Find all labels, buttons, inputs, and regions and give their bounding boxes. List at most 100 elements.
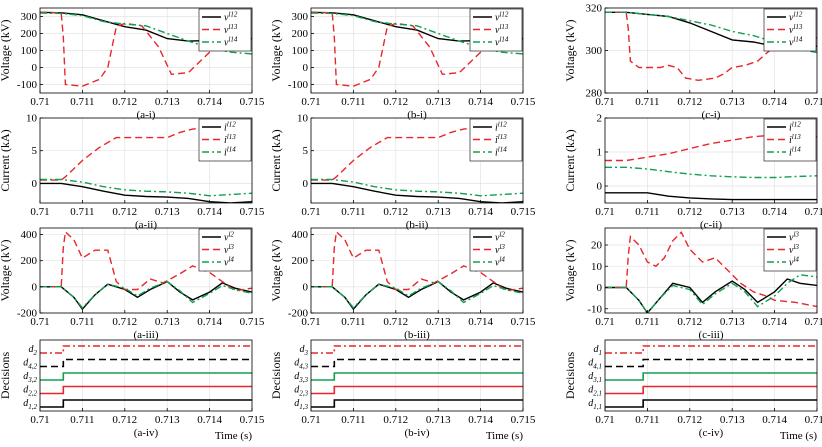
- decision-line-4: [605, 399, 817, 408]
- decision-label: d4,2: [23, 358, 37, 371]
- series-line-2: [40, 178, 252, 197]
- y-axis-label: Voltage (kV): [0, 239, 12, 301]
- x-tick-label: 0.715: [805, 316, 822, 328]
- x-tick-label: 0.715: [240, 96, 265, 108]
- x-tick-label: 0.715: [240, 316, 265, 328]
- x-tick-label: 0.713: [426, 96, 451, 108]
- series-line-1: [40, 123, 252, 181]
- x-tick-label: 0.713: [720, 414, 745, 426]
- legend-label: il14: [789, 146, 801, 159]
- x-tick-label: 0.711: [70, 206, 94, 218]
- legend-label: il13: [224, 133, 236, 146]
- y-tick-label: 0: [597, 282, 603, 294]
- decision-label: d3: [300, 344, 309, 357]
- subplot-caption: (a-ii): [135, 219, 157, 231]
- x-tick-label: 0.714: [762, 316, 787, 328]
- x-tick-label: 0.711: [341, 96, 365, 108]
- x-tick-label: 0.712: [677, 96, 702, 108]
- x-tick-label: 0.714: [468, 96, 493, 108]
- y-tick-label: -200: [288, 308, 309, 320]
- x-tick-label: 0.711: [70, 316, 94, 328]
- y-axis-label: Decisions: [0, 352, 12, 400]
- x-tick-label: 0.714: [762, 206, 787, 218]
- x-tick-label: 0.711: [635, 316, 659, 328]
- subplot-caption: (c-i): [702, 109, 721, 121]
- decision-label: d2,3: [294, 385, 308, 398]
- x-tick-label: 0.713: [426, 414, 451, 426]
- axes-frame: [310, 339, 524, 412]
- x-tick-label: 0.71: [301, 414, 320, 426]
- x-tick-label: 0.711: [341, 414, 365, 426]
- y-tick-label: -200: [17, 308, 38, 320]
- series-line-1: [40, 230, 252, 292]
- x-tick-label: 0.715: [805, 414, 822, 426]
- x-tick-label: 0.715: [511, 96, 536, 108]
- y-tick-label: 10: [26, 113, 38, 125]
- legend-label: vl13: [224, 23, 238, 36]
- x-tick-label: 0.712: [383, 206, 408, 218]
- legend-label: vl14: [495, 36, 509, 49]
- decision-label: d1,3: [294, 398, 308, 411]
- x-tick-label: 0.714: [197, 96, 222, 108]
- decision-line-1: [40, 358, 252, 368]
- y-tick-label: 2: [597, 113, 603, 125]
- decision-label: d4,1: [588, 358, 602, 371]
- decision-label: d2: [29, 344, 38, 357]
- series-line-0: [605, 192, 817, 201]
- decision-line-3: [40, 385, 252, 395]
- decision-line-1: [311, 358, 523, 368]
- axes-frame: [39, 227, 253, 314]
- y-axis-label: Current (kA): [563, 129, 577, 191]
- subplot-caption: (b-i): [407, 109, 427, 121]
- series-line-1: [311, 11, 523, 87]
- legend-label: vl12: [789, 11, 803, 24]
- subplot-caption: (c-iv): [699, 427, 724, 439]
- y-tick-label: 200: [292, 255, 309, 267]
- legend-box: [763, 8, 817, 52]
- decision-label: d1,2: [23, 398, 37, 411]
- x-tick-label: 0.712: [383, 96, 408, 108]
- decision-label: d3,2: [23, 371, 37, 384]
- subplot-caption: (c-ii): [700, 219, 722, 231]
- x-tick-label: 0.714: [762, 96, 787, 108]
- x-tick-label: 0.71: [595, 206, 614, 218]
- decision-label: d2,2: [23, 385, 37, 398]
- axes-frame: [39, 117, 253, 204]
- x-tick-label: 0.711: [70, 96, 94, 108]
- legend-label: vl14: [789, 36, 803, 49]
- legend-label: vl13: [789, 23, 803, 36]
- x-tick-label: 0.711: [70, 414, 94, 426]
- legend-label: vl2: [224, 231, 234, 244]
- x-tick-label: 0.713: [155, 206, 180, 218]
- x-tick-label: 0.713: [720, 96, 745, 108]
- decision-label: d3,3: [294, 371, 308, 384]
- y-tick-label: -100: [17, 79, 38, 91]
- decision-label: d1: [594, 344, 603, 357]
- series-line-0: [40, 280, 252, 311]
- x-tick-label: 0.712: [112, 316, 137, 328]
- y-tick-label: 300: [21, 11, 38, 23]
- y-tick-label: 0: [597, 181, 603, 193]
- x-tick-label: 0.71: [30, 96, 49, 108]
- x-tick-label: 0.71: [301, 316, 320, 328]
- legend-label: il14: [224, 146, 236, 159]
- series-line-1: [40, 11, 252, 87]
- x-tick-label: 0.712: [112, 96, 137, 108]
- y-tick-label: 0: [303, 281, 309, 293]
- subplot-caption: (c-iii): [698, 329, 723, 341]
- series-line-2: [605, 274, 817, 313]
- y-tick-label: 10: [297, 113, 309, 125]
